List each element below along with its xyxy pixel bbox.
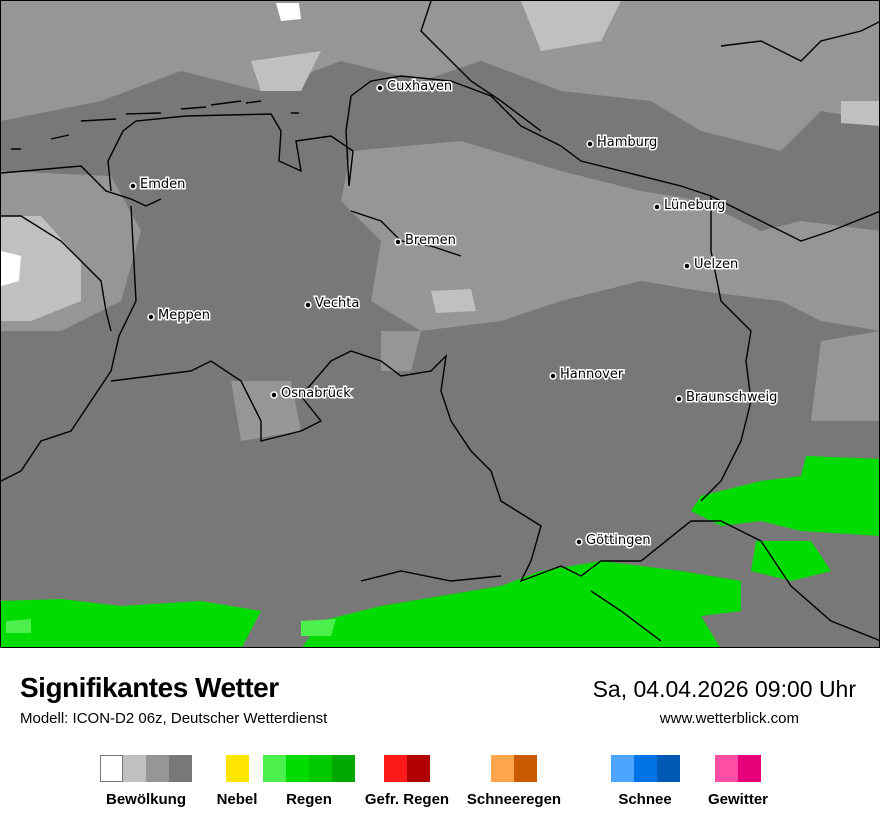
legend-swatch — [656, 755, 680, 782]
legend-swatches — [347, 755, 467, 782]
legend-swatches — [678, 755, 798, 782]
legend-item-bewölkung: Bewölkung — [86, 755, 206, 808]
city-meppen: Meppen — [147, 307, 211, 325]
legend-label: Regen — [286, 791, 332, 808]
city-osnabrück: Osnabrück — [270, 385, 353, 403]
legend-swatch — [146, 755, 169, 782]
legend-swatch — [123, 755, 146, 782]
light-cloud-layer — [1, 1, 879, 321]
model-info: Modell: ICON-D2 06z, Deutscher Wetterdie… — [20, 710, 328, 727]
legend-item-gewitter: Gewitter — [678, 755, 798, 808]
clear-sky-layer — [1, 3, 301, 286]
city-vechta: Vechta — [304, 295, 361, 313]
city-label: Meppen — [158, 308, 210, 323]
legend-label: Gefr. Regen — [364, 791, 450, 808]
city-label: Hamburg — [597, 135, 657, 150]
legend-item-schnee: Schnee — [585, 755, 705, 808]
legend-swatch — [715, 755, 738, 782]
city-dot — [575, 538, 583, 546]
borders — [1, 1, 879, 642]
city-hamburg: Hamburg — [586, 134, 659, 152]
city-label: Bremen — [405, 233, 456, 248]
city-dot — [653, 203, 661, 211]
legend-swatches — [86, 755, 206, 782]
legend-swatch — [738, 755, 761, 782]
city-dot — [675, 395, 683, 403]
legend-swatch — [610, 755, 634, 782]
legend-label: Bewölkung — [105, 791, 186, 808]
city-göttingen: Göttingen — [575, 532, 652, 550]
legend-item-regen: Regen — [249, 755, 369, 808]
city-label: Braunschweig — [686, 390, 777, 405]
city-hannover: Hannover — [549, 366, 625, 384]
legend-swatch — [225, 755, 249, 782]
city-emden: Emden — [129, 176, 187, 194]
city-label: Göttingen — [586, 533, 651, 548]
legend-label: Gewitter — [707, 791, 768, 808]
weather-map: Cuxhaven Hamburg Emden Lüneburg Bremen Uelzen… — [0, 0, 880, 648]
city-bremen: Bremen — [394, 232, 457, 250]
city-label: Vechta — [315, 296, 359, 311]
legend-swatch — [407, 755, 430, 782]
legend-swatch — [491, 755, 514, 782]
legend-swatch — [332, 755, 355, 782]
city-label: Cuxhaven — [387, 79, 452, 94]
legend-swatches — [249, 755, 369, 782]
legend-swatches — [177, 755, 297, 782]
city-dot — [394, 238, 402, 246]
city-dot — [147, 313, 155, 321]
city-uelzen: Uelzen — [683, 256, 740, 274]
map-canvas: Cuxhaven Hamburg Emden Lüneburg Bremen Uelzen… — [1, 1, 879, 647]
city-dot — [586, 140, 594, 148]
legend-swatch — [169, 755, 192, 782]
city-dot — [270, 391, 278, 399]
legend-label: Nebel — [216, 791, 258, 808]
legend-label: Schneeregen — [466, 791, 562, 808]
legend-swatch — [263, 755, 286, 782]
rain-layer — [1, 456, 879, 647]
legend-swatches — [585, 755, 705, 782]
legend: Bewölkung Nebel Regen Gefr. Regen Schneerege… — [0, 755, 880, 815]
legend-swatch — [286, 755, 309, 782]
forecast-datetime: Sa, 04.04.2026 09:00 Uhr — [592, 676, 856, 702]
legend-item-gefr-regen: Gefr. Regen — [347, 755, 467, 808]
website-link[interactable]: www.wetterblick.com — [659, 710, 799, 727]
city-dot — [549, 372, 557, 380]
city-braunschweig: Braunschweig — [675, 389, 779, 407]
legend-swatch — [633, 755, 657, 782]
city-markers: Cuxhaven Hamburg Emden Lüneburg Bremen Uelzen… — [129, 78, 779, 550]
legend-swatches — [454, 755, 574, 782]
city-label: Uelzen — [694, 257, 738, 272]
legend-item-schneeregen: Schneeregen — [454, 755, 574, 808]
city-dot — [304, 301, 312, 309]
map-title: Signifikantes Wetter — [20, 672, 279, 703]
light-rain-layer — [6, 619, 336, 636]
city-dot — [129, 182, 137, 190]
legend-swatch — [100, 755, 123, 782]
legend-swatch — [384, 755, 407, 782]
city-label: Osnabrück — [281, 386, 351, 401]
legend-label: Schnee — [618, 791, 672, 808]
city-dot — [376, 84, 384, 92]
legend-swatch — [309, 755, 332, 782]
legend-item-nebel: Nebel — [177, 755, 297, 808]
legend-swatch — [514, 755, 537, 782]
city-lüneburg: Lüneburg — [653, 197, 727, 215]
city-dot — [683, 262, 691, 270]
city-cuxhaven: Cuxhaven — [376, 78, 454, 96]
city-label: Hannover — [560, 367, 624, 382]
city-label: Lüneburg — [664, 198, 725, 213]
city-label: Emden — [140, 177, 185, 192]
